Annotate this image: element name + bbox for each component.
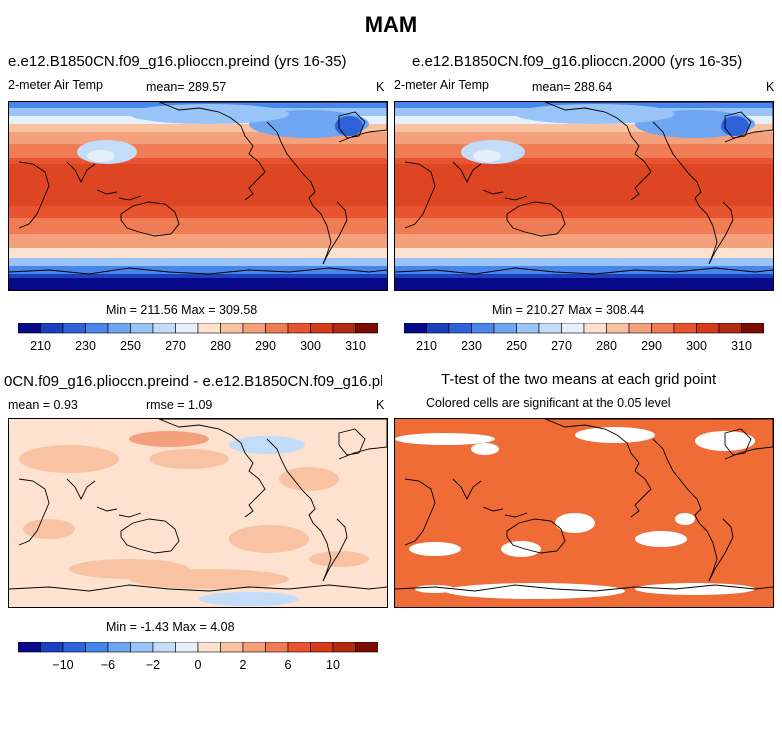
panel3-colorbar-swatch	[107, 642, 131, 653]
panel1-colorbar-swatch	[287, 323, 311, 334]
panel2-colorbar-tick-label: 280	[596, 339, 617, 353]
panel3-colorbar-swatch	[197, 642, 221, 653]
panel1-colorbar: 210 230 250 270 280 290 300 310	[18, 323, 378, 357]
panel2-colorbar-tick-label: 250	[506, 339, 527, 353]
panel3-colorbar-swatch	[85, 642, 109, 653]
panel1-map	[8, 101, 388, 291]
panel3-units: K	[376, 398, 385, 412]
panel3-colorbar-swatch	[287, 642, 311, 653]
panel1-colorbar-tick-label: 290	[255, 339, 276, 353]
panel2-colorbar-swatch	[606, 323, 630, 334]
panel2-colorbar-swatch	[516, 323, 540, 334]
panel2-colorbar-swatch	[493, 323, 517, 334]
panel3-colorbar-swatch	[355, 642, 378, 653]
panel3-colorbar-tick-label: −6	[101, 658, 115, 672]
panel1-colorbar-tick-label: 210	[30, 339, 51, 353]
panel3-colorbar-swatch	[310, 642, 334, 653]
panel2-colorbar-swatch	[448, 323, 472, 334]
panel2-colorbar-tick-label: 290	[641, 339, 662, 353]
panel1-colorbar-swatch	[175, 323, 199, 334]
panel3-mean: mean = 0.93	[8, 398, 78, 412]
panel3-colorbar: −10 −6 −2 0 2 6 10	[18, 642, 378, 676]
panel3-colorbar-swatch	[265, 642, 289, 653]
panel1-colorbar-swatch	[62, 323, 86, 334]
panel2-colorbar-swatch	[538, 323, 562, 334]
panel1-colorbar-swatch	[265, 323, 289, 334]
panel3-colorbar-swatch	[40, 642, 64, 653]
panel3-colorbar-tick-label: −2	[146, 658, 160, 672]
panel3-colorbar-swatch	[18, 642, 41, 653]
panel3-colorbar-swatch	[332, 642, 356, 653]
panel3-colorbar-tick-label: 0	[195, 658, 202, 672]
panel1-variable: 2-meter Air Temp	[8, 78, 103, 92]
panel3-colorbar-tick-label: 2	[240, 658, 247, 672]
panel1-colorbar-tick-label: 250	[120, 339, 141, 353]
panel1-colorbar-swatch	[332, 323, 356, 334]
panel1-colorbar-tick-label: 300	[300, 339, 321, 353]
panel1-colorbar-swatch	[355, 323, 378, 334]
panel3-colorbar-swatch	[152, 642, 176, 653]
panel2-variable: 2-meter Air Temp	[394, 78, 489, 92]
panel1-units: K	[376, 80, 385, 94]
panel2-colorbar-swatch	[718, 323, 742, 334]
panel1-colorbar-tick-label: 310	[345, 339, 366, 353]
panel2-colorbar-swatch	[628, 323, 652, 334]
panel1-colorbar-swatch	[40, 323, 64, 334]
panel1-colorbar-swatch	[152, 323, 176, 334]
panel2-mean: mean= 288.64	[532, 80, 613, 94]
panel3-colorbar-swatch	[62, 642, 86, 653]
panel1-title: e.e12.B1850CN.f09_g16.plioccn.preind (yr…	[8, 53, 347, 70]
panel2-colorbar-swatch	[404, 323, 427, 334]
panel1-minmax: Min = 211.56 Max = 309.58	[106, 303, 258, 317]
panel2-title: e.e12.B1850CN.f09_g16.plioccn.2000 (yrs …	[412, 53, 743, 70]
panel2-colorbar-swatch	[561, 323, 585, 334]
panel1-colorbar-swatch	[242, 323, 266, 334]
panel2-map	[394, 101, 774, 291]
panel2-colorbar-swatch	[651, 323, 675, 334]
panel3-colorbar-swatch	[130, 642, 154, 653]
panel2-colorbar-tick-label: 230	[461, 339, 482, 353]
panel3-colorbar-swatch	[220, 642, 244, 653]
panel3-rmse: rmse = 1.09	[146, 398, 213, 412]
panel3-colorbar-tick-label: 6	[285, 658, 292, 672]
panel2-minmax: Min = 210.27 Max = 308.44	[492, 303, 645, 317]
panel3-colorbar-tick-label: 10	[326, 658, 340, 672]
panel3-minmax: Min = -1.43 Max = 4.08	[106, 620, 235, 634]
panel2-colorbar-tick-label: 270	[551, 339, 572, 353]
panel1-colorbar-tick-label: 270	[165, 339, 186, 353]
panel1-colorbar-swatch	[107, 323, 131, 334]
panel1-colorbar-swatch	[310, 323, 334, 334]
panel2-colorbar-swatch	[696, 323, 720, 334]
panel1-colorbar-tick-label: 230	[75, 339, 96, 353]
panel3-map	[8, 418, 388, 608]
panel3-colorbar-swatch	[175, 642, 199, 653]
figure-title: MAM	[364, 12, 418, 37]
panel2-colorbar-swatch	[471, 323, 495, 334]
panel1-colorbar-swatch	[197, 323, 221, 334]
panel2-colorbar: 210 230 250 270 280 290 300 310	[404, 323, 764, 357]
panel2-colorbar-swatch	[426, 323, 450, 334]
panel2-colorbar-swatch	[741, 323, 764, 334]
panel2-colorbar-swatch	[583, 323, 607, 334]
panel4-subtitle: Colored cells are significant at the 0.0…	[426, 396, 671, 410]
panel2-units: K	[766, 80, 775, 94]
panel3-title: 0CN.f09_g16.plioccn.preind - e.e12.B1850…	[4, 373, 382, 390]
panel1-colorbar-swatch	[85, 323, 109, 334]
panel2-colorbar-swatch	[673, 323, 697, 334]
panel1-colorbar-swatch	[18, 323, 41, 334]
panel2-colorbar-tick-label: 300	[686, 339, 707, 353]
panel2-colorbar-tick-label: 210	[416, 339, 437, 353]
panel1-mean: mean= 289.57	[146, 80, 227, 94]
panel1-colorbar-swatch	[130, 323, 154, 334]
panel3-colorbar-swatch	[242, 642, 266, 653]
panel1-colorbar-tick-label: 280	[210, 339, 231, 353]
panel2-colorbar-tick-label: 310	[731, 339, 752, 353]
panel4-title: T-test of the two means at each grid poi…	[441, 371, 717, 388]
panel1-colorbar-swatch	[220, 323, 244, 334]
panel4-map	[394, 418, 774, 608]
panel3-colorbar-tick-label: −10	[52, 658, 73, 672]
